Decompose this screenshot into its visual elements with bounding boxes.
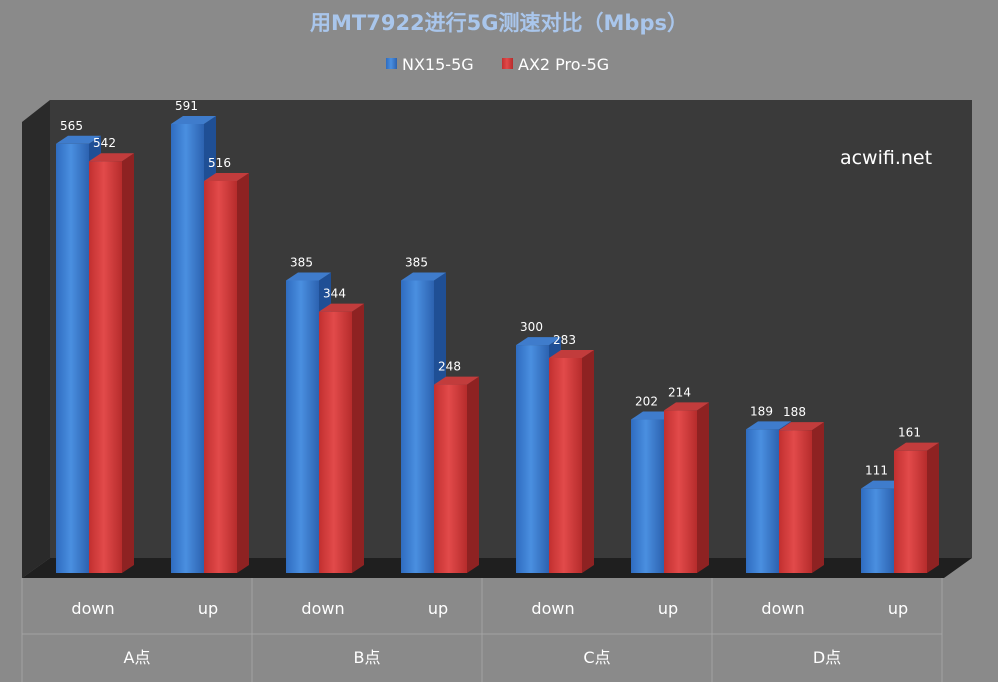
category-label: down — [531, 599, 574, 618]
chart-title: 用MT7922进行5G测速对比（Mbps） — [310, 11, 688, 35]
bar-top — [746, 421, 791, 430]
category-label: up — [888, 599, 908, 618]
bar-side — [122, 153, 134, 573]
bar-face — [434, 384, 467, 573]
bar-face — [89, 161, 122, 573]
bar-face — [779, 430, 812, 573]
bar-top — [779, 422, 824, 431]
bar-top — [434, 376, 479, 385]
bar-face — [286, 280, 319, 573]
category-table — [21, 578, 943, 682]
bar-face — [549, 357, 582, 573]
data-label: 591 — [175, 99, 198, 113]
group-label: D点 — [813, 648, 841, 667]
bar-0-1 — [89, 153, 134, 573]
bar-2-1 — [319, 303, 364, 573]
bar-face — [861, 488, 894, 573]
data-label: 344 — [323, 287, 346, 301]
bar-face — [401, 280, 434, 573]
category-label: down — [71, 599, 114, 618]
data-label: 385 — [405, 256, 428, 270]
data-label: 385 — [290, 256, 313, 270]
bar-7-1 — [894, 442, 939, 573]
bar-side — [582, 349, 594, 573]
bar-top — [516, 337, 561, 346]
bar-face — [746, 429, 779, 573]
bar-face — [171, 124, 204, 573]
bar-top — [286, 272, 331, 281]
bar-face — [894, 450, 927, 573]
bar-top — [894, 442, 939, 451]
back-wall — [50, 100, 972, 558]
bar-top — [401, 272, 446, 281]
bar-face — [516, 345, 549, 573]
bar-top — [549, 349, 594, 358]
category-labels-layer: down up down up down up down up A点 B点 C点 D点 — [71, 599, 908, 667]
bar-side — [467, 376, 479, 573]
category-label: up — [428, 599, 448, 618]
bars-layer — [56, 116, 939, 574]
bar-top — [171, 116, 216, 124]
group-label: A点 — [124, 648, 151, 667]
category-label: down — [301, 599, 344, 618]
category-label: up — [198, 599, 218, 618]
data-label: 300 — [520, 320, 543, 334]
bar-4-1 — [549, 349, 594, 573]
bar-side — [352, 303, 364, 573]
data-label: 111 — [865, 464, 888, 478]
bar-top — [204, 172, 249, 181]
side-wall — [22, 100, 50, 578]
data-label: 189 — [750, 404, 773, 418]
legend-item-0: NX15-5G — [386, 55, 474, 74]
legend-item-1: AX2 Pro-5G — [502, 55, 609, 74]
data-labels-layer: 565 542 591 516 385 344 385 248 300 283 202 214 189 1… — [60, 99, 921, 478]
watermark: acwifi.net — [840, 147, 932, 169]
group-label: B点 — [354, 648, 381, 667]
bar-side — [237, 172, 249, 574]
group-label: C点 — [583, 648, 610, 667]
data-label: 161 — [898, 426, 921, 440]
data-label: 542 — [93, 136, 116, 150]
data-label: 248 — [438, 360, 461, 374]
bar-face — [204, 180, 237, 574]
bar-6-1 — [779, 422, 824, 573]
data-label: 214 — [668, 385, 691, 399]
bar-face — [631, 419, 664, 573]
legend-label: NX15-5G — [402, 55, 474, 74]
data-label: 188 — [783, 405, 806, 419]
legend-swatch — [502, 58, 513, 69]
category-label: down — [761, 599, 804, 618]
data-label: 565 — [60, 119, 83, 133]
chart-walls — [22, 100, 972, 578]
legend-swatch — [386, 58, 397, 69]
data-label: 516 — [208, 156, 231, 170]
bar-side — [812, 422, 824, 573]
bar-face — [664, 410, 697, 573]
bar-5-1 — [664, 402, 709, 573]
bar-side — [927, 442, 939, 573]
bar-side — [697, 402, 709, 573]
bar-top — [319, 303, 364, 312]
category-label: up — [658, 599, 678, 618]
bar-1-1 — [204, 172, 249, 574]
data-label: 283 — [553, 333, 576, 347]
bar-face — [56, 143, 89, 573]
bar-3-1 — [434, 376, 479, 573]
bar-top — [89, 153, 134, 162]
bar-top — [56, 135, 101, 144]
data-label: 202 — [635, 395, 658, 409]
bar-top — [664, 402, 709, 411]
bar-face — [319, 311, 352, 573]
legend-label: AX2 Pro-5G — [518, 55, 609, 74]
legend: NX15-5G AX2 Pro-5G — [386, 55, 609, 74]
floor — [22, 558, 972, 578]
